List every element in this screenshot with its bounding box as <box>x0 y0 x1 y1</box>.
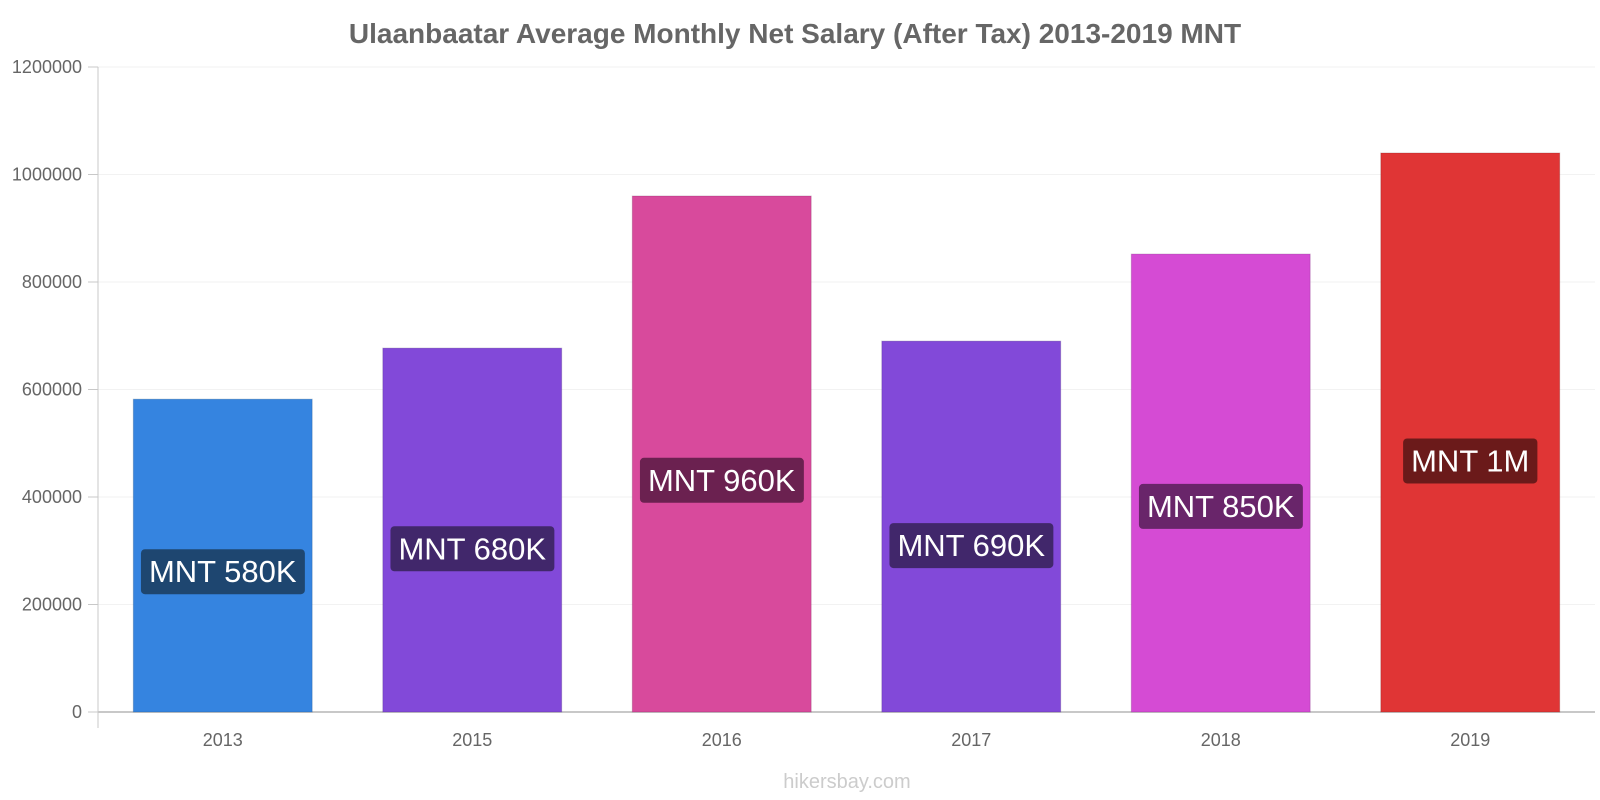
data-label-2017: MNT 690K <box>889 523 1054 569</box>
bars <box>132 152 1561 713</box>
data-label-text: MNT 580K <box>149 554 297 589</box>
data-label-2013: MNT 580K <box>140 549 305 595</box>
data-label-box <box>889 523 1054 569</box>
y-tick-label: 400000 <box>22 487 82 507</box>
data-label-text: MNT 690K <box>897 528 1045 563</box>
x-tick-label: 2013 <box>203 730 243 750</box>
data-label-2016: MNT 960K <box>639 457 804 503</box>
y-tick-label: 600000 <box>22 380 82 400</box>
y-tick-label: 1200000 <box>12 57 82 77</box>
data-label-box <box>1138 483 1303 529</box>
data-label-2019: MNT 1M <box>1403 438 1538 484</box>
x-tick-label: 2015 <box>452 730 492 750</box>
axes: 0 200000 400000 600000 800000 1000000 1200000 2… <box>12 57 1595 750</box>
y-tick-label: 1000000 <box>12 165 82 185</box>
data-label-text: MNT 680K <box>398 531 546 566</box>
y-tick-label: 0 <box>72 702 82 722</box>
data-label-box <box>639 457 804 503</box>
bar-2019 <box>1380 152 1561 713</box>
data-label-2015: MNT 680K <box>390 526 555 572</box>
y-tick-label: 800000 <box>22 272 82 292</box>
data-label-box <box>390 526 555 572</box>
data-label-text: MNT 1M <box>1411 443 1529 478</box>
x-tick-label: 2019 <box>1450 730 1490 750</box>
data-labels: MNT 580K MNT 680K MNT 960K MNT 690K MNT 850K… <box>140 438 1538 595</box>
x-tick-label: 2017 <box>951 730 991 750</box>
data-label-box <box>140 549 305 595</box>
watermark: hikersbay.com <box>783 771 910 793</box>
data-label-text: MNT 850K <box>1147 489 1295 524</box>
data-label-2018: MNT 850K <box>1138 483 1303 529</box>
bar-2016 <box>631 195 812 713</box>
y-tick-label: 200000 <box>22 595 82 615</box>
x-tick-label: 2018 <box>1201 730 1241 750</box>
chart-title: Ulaanbaatar Average Monthly Net Salary (… <box>349 18 1241 49</box>
data-label-box <box>1403 438 1538 484</box>
x-tick-label: 2016 <box>702 730 742 750</box>
bar-2018 <box>1130 253 1311 713</box>
data-label-text: MNT 960K <box>648 463 796 498</box>
gridlines <box>98 66 1595 605</box>
